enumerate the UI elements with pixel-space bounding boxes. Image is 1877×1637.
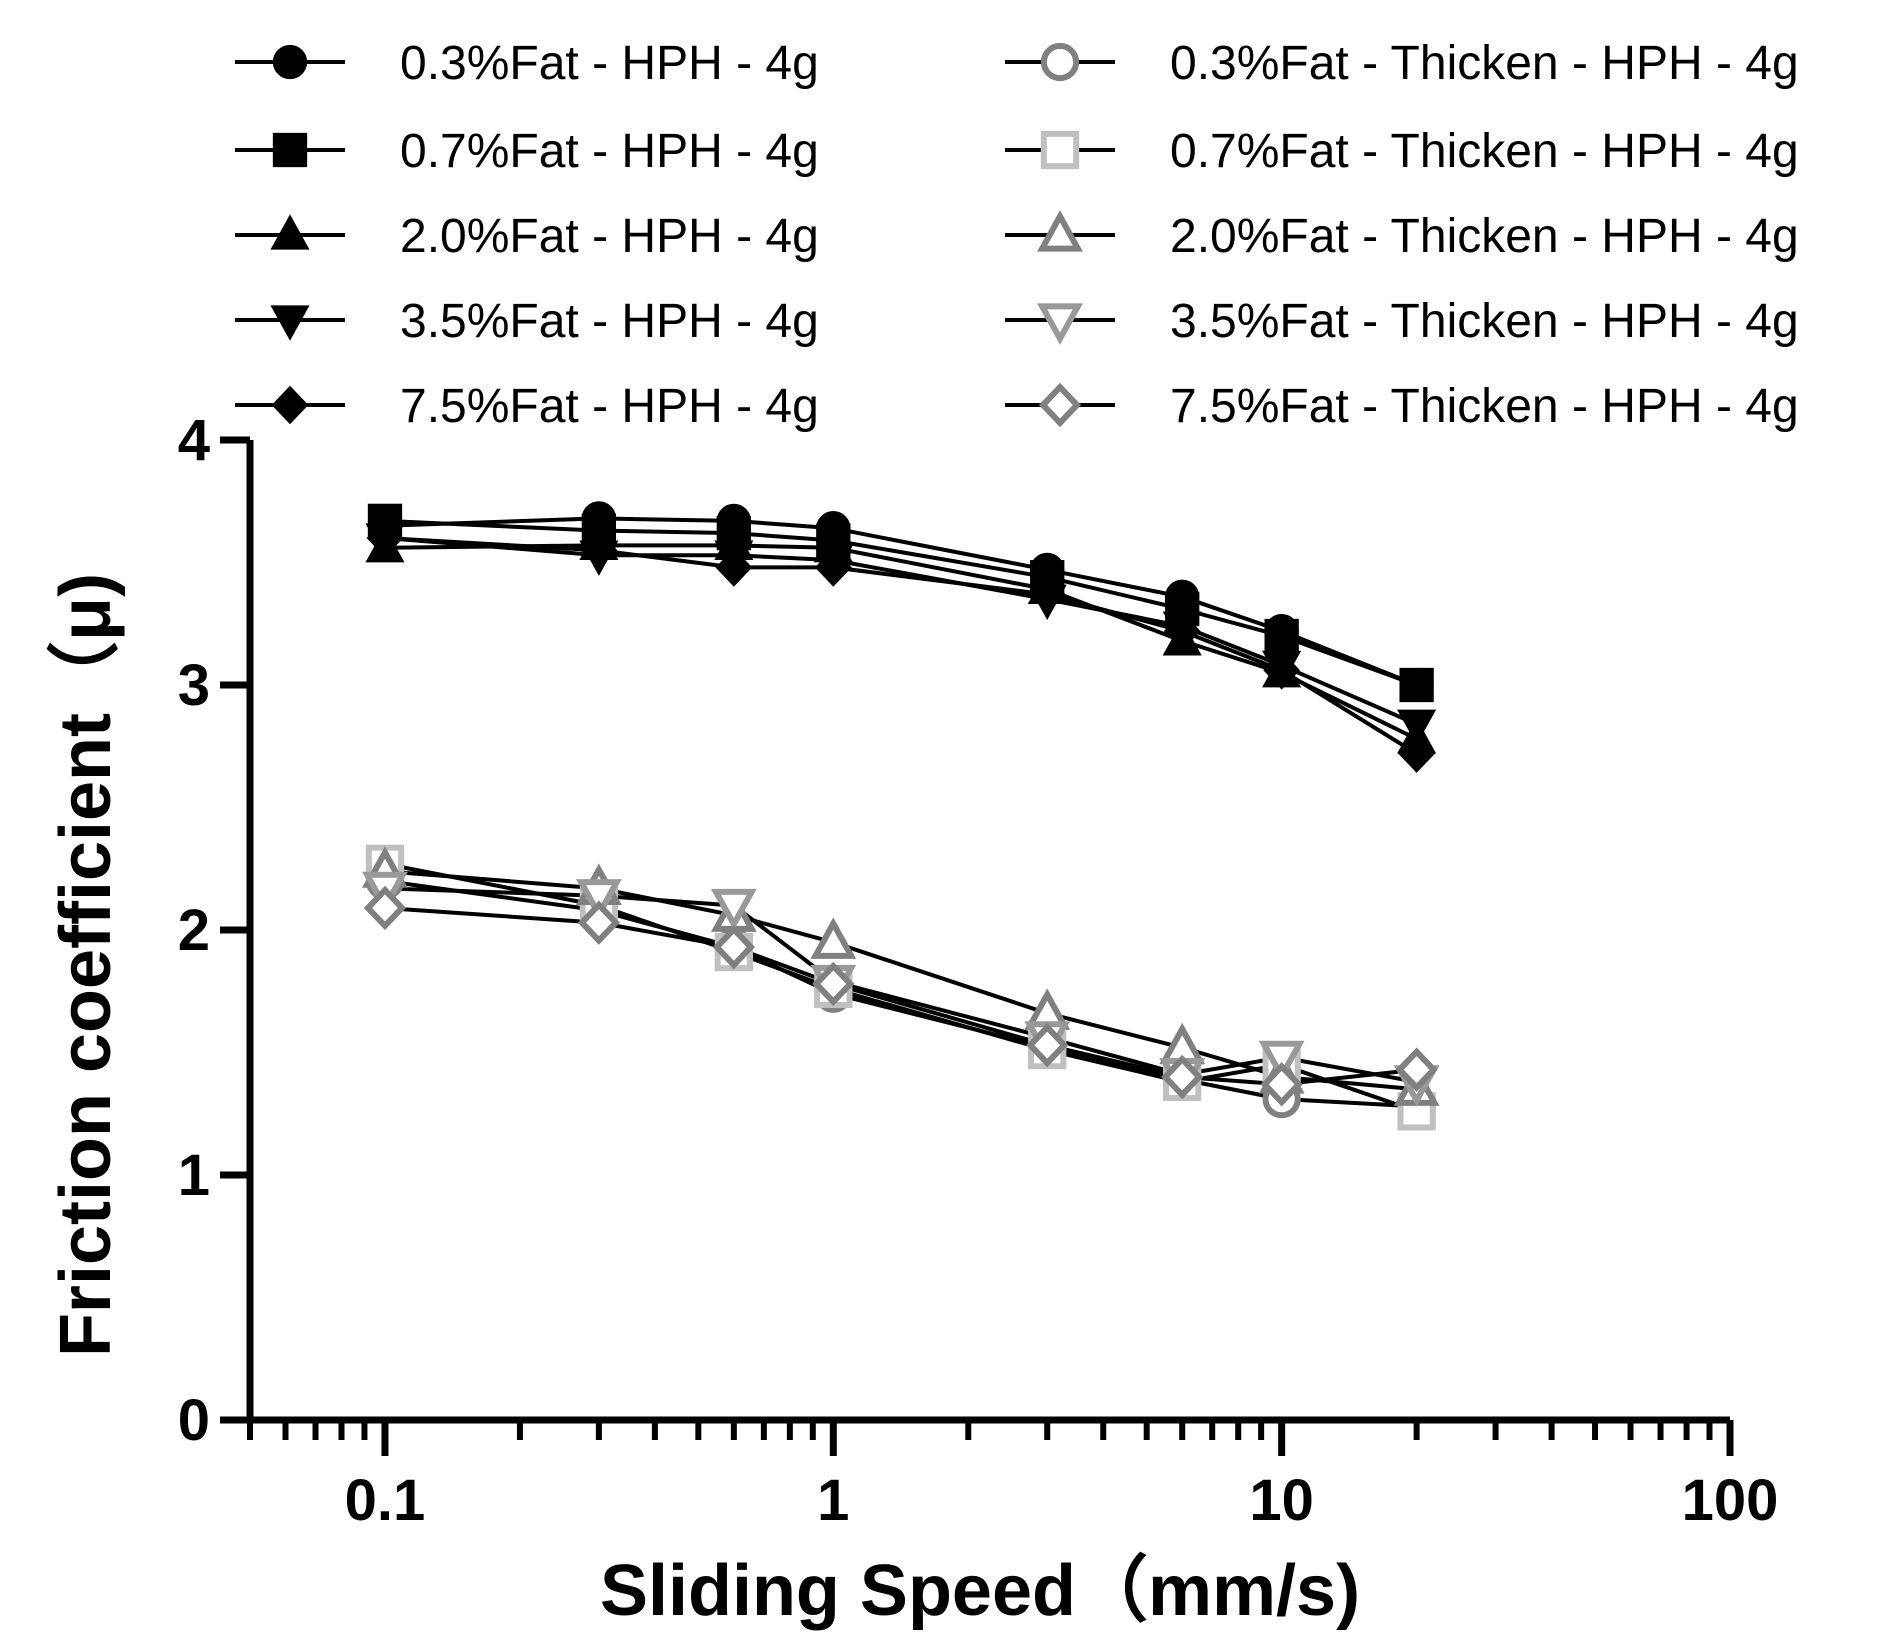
legend-marker [270,214,310,250]
legend-label: 7.5%Fat - HPH - 4g [400,380,819,433]
y-tick-label: 3 [178,653,210,718]
data-point-7-5-fat-hph-4g [366,518,404,558]
data-point-7-5-fat-hph-4g [1398,734,1436,773]
data-point-7-5-fat-thicken-hph-4g [363,885,407,931]
legend-label: 7.5%Fat - Thicken - HPH - 4g [1170,380,1799,433]
data-point-0-7-fat-hph-4g [1264,618,1299,654]
y-tick-label: 1 [178,1143,210,1208]
legend-marker [1037,210,1083,252]
y-axis-title: Friction coefficient（μ) [46,573,126,1357]
legend-item: 0.3%Fat - Thicken - HPH - 4g [1005,37,1799,90]
legend-label: 0.7%Fat - Thicken - HPH - 4g [1170,125,1799,178]
data-point-7-5-fat-hph-4g [1263,651,1301,690]
series-line-7-5-fat-thicken-hph-4g [384,906,1417,1087]
data-point-2-0-fat-thicken-hph-4g [810,917,857,959]
y-tick-label: 0 [178,1388,210,1453]
series-markers [362,501,1440,1131]
axes: 0 1 2 3 4 0.1 1 10 100 [178,408,1779,1533]
legend-label: 3.5%Fat - Thicken - HPH - 4g [1170,295,1799,348]
data-point-7-5-fat-thicken-hph-4g [1395,1047,1438,1092]
series-line-2-0-fat-hph-4g [384,543,1418,741]
legend-item: 0.7%Fat - HPH - 4g [235,125,819,178]
legend-marker [272,132,308,168]
data-point-7-5-fat-hph-4g [1028,575,1066,614]
legend-item: 0.7%Fat - Thicken - HPH - 4g [1005,125,1799,178]
x-tick-label: 1 [817,1468,849,1533]
legend-label: 3.5%Fat - HPH - 4g [400,295,819,348]
data-point-3-5-fat-hph-4g [1397,709,1437,745]
legend-marker [272,44,308,80]
legend-label: 0.7%Fat - HPH - 4g [400,125,819,178]
legend-marker [270,305,310,341]
y-tick-label: 2 [178,898,210,963]
x-tick-label: 100 [1682,1468,1779,1533]
legend-marker [271,385,309,425]
legend-marker [1037,303,1083,345]
data-point-7-5-fat-hph-4g [715,548,753,587]
legend-item: 2.0%Fat - Thicken - HPH - 4g [1005,210,1799,263]
legend-marker [1040,130,1080,170]
data-point-0-7-fat-hph-4g [1399,667,1434,703]
series-line-0-3-fat-hph-4g [384,516,1418,687]
data-point-7-5-fat-thicken-hph-4g [812,961,855,1007]
legend-label: 2.0%Fat - Thicken - HPH - 4g [1170,210,1799,263]
legend-label: 0.3%Fat - Thicken - HPH - 4g [1170,37,1799,90]
legend-item: 7.5%Fat - Thicken - HPH - 4g [1005,380,1799,433]
x-tick-label: 0.1 [345,1468,426,1533]
data-point-3-5-fat-thicken-hph-4g [1258,1040,1305,1083]
legend-label: 2.0%Fat - HPH - 4g [400,210,819,263]
legend-item: 0.3%Fat - HPH - 4g [235,37,819,90]
y-tick-label: 4 [178,408,210,473]
data-point-7-5-fat-thicken-hph-4g [1161,1054,1204,1100]
data-point-7-5-fat-thicken-hph-4g [712,924,755,970]
x-tick-label: 10 [1249,1468,1314,1533]
plot-area: 0 1 2 3 4 0.1 1 10 100 [178,408,1779,1533]
legend-item: 2.0%Fat - HPH - 4g [235,210,819,263]
legend-marker [1040,42,1080,82]
legend-label: 0.3%Fat - HPH - 4g [400,37,819,90]
data-point-3-5-fat-thicken-hph-4g [710,888,757,931]
series-lines [384,516,1418,1114]
x-axis-title: Sliding Speed（mm/s) [600,1551,1360,1631]
legend-item: 7.5%Fat - HPH - 4g [235,380,819,433]
data-point-7-5-fat-thicken-hph-4g [577,900,621,945]
data-point-7-5-fat-thicken-hph-4g [1026,1022,1069,1068]
data-point-7-5-fat-hph-4g [1163,611,1201,651]
data-point-7-5-fat-hph-4g [814,548,852,587]
data-point-3-5-fat-thicken-hph-4g [575,879,622,921]
legend-item: 3.5%Fat - HPH - 4g [235,295,819,348]
series-line-7-5-fat-hph-4g [384,536,1418,756]
legend-marker [1038,382,1082,428]
data-point-7-5-fat-hph-4g [580,530,618,570]
data-point-7-5-fat-thicken-hph-4g [1260,1062,1303,1107]
legend: 0.3%Fat - HPH - 4g 0.7%Fat - HPH - 4g 2.0%… [235,37,1799,433]
legend-item: 3.5%Fat - Thicken - HPH - 4g [1005,295,1799,348]
